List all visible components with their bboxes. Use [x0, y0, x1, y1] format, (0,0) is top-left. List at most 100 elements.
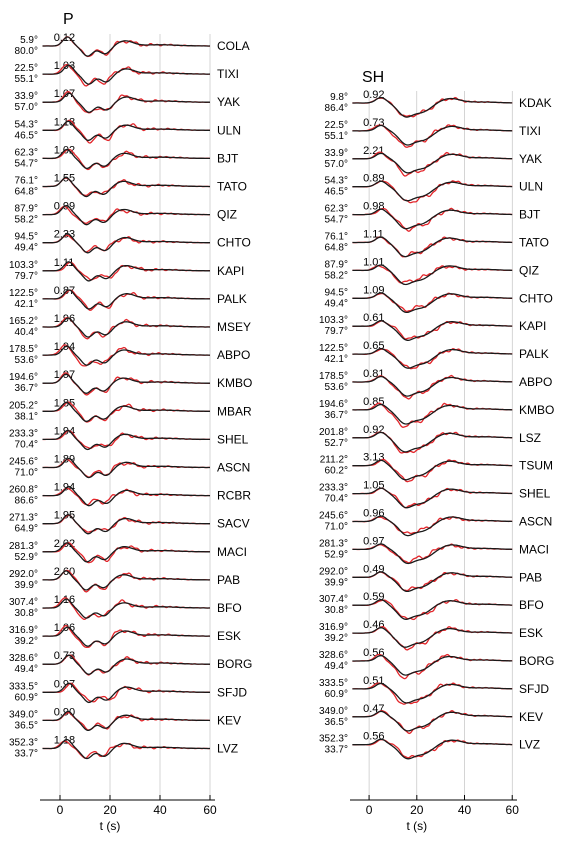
station-label: KEV: [519, 710, 543, 724]
azimuth-label: 122.5°: [319, 343, 348, 354]
station-label: BFO: [217, 601, 242, 615]
azimuth-label: 333.5°: [319, 678, 348, 689]
amplitude-label: 0.92: [363, 89, 384, 101]
station-row: 122.5°42.1° 0.65 PALK: [319, 340, 549, 370]
amplitude-label: 0.87: [54, 285, 75, 297]
station-label: MACI: [519, 542, 549, 556]
synthetic-trace: [42, 345, 210, 366]
synthetic-trace: [42, 373, 210, 394]
amplitude-label: 0.89: [363, 173, 384, 185]
station-label: COLA: [217, 39, 250, 53]
azimuth-label: 178.5°: [319, 371, 348, 382]
station-label: KDAK: [519, 96, 552, 110]
distance-label: 30.8°: [325, 605, 348, 616]
amplitude-label: 0.56: [363, 731, 384, 743]
distance-label: 49.4°: [325, 661, 348, 672]
amplitude-label: 0.65: [363, 340, 384, 352]
amplitude-label: 3.13: [363, 452, 384, 464]
station-label: ULN: [217, 123, 241, 137]
azimuth-label: 349.0°: [319, 706, 348, 717]
station-label: KEV: [217, 713, 241, 727]
synthetic-trace: [352, 487, 513, 509]
distance-label: 36.7°: [325, 410, 348, 421]
station-label: ASCN: [519, 515, 552, 529]
station-row: 201.8°52.7° 0.92 LSZ: [319, 424, 541, 454]
distance-label: 33.7°: [325, 745, 348, 756]
distance-label: 60.9°: [15, 692, 38, 703]
distance-label: 33.7°: [15, 749, 38, 760]
distance-label: 39.9°: [15, 580, 38, 591]
azimuth-label: 54.3°: [15, 119, 38, 130]
distance-label: 79.7°: [325, 326, 348, 337]
amplitude-label: 0.97: [54, 678, 75, 690]
amplitude-label: 0.49: [363, 563, 384, 575]
azimuth-label: 333.5°: [9, 681, 38, 692]
azimuth-label: 307.4°: [9, 597, 38, 608]
azimuth-label: 22.5°: [325, 120, 348, 131]
azimuth-label: 94.5°: [15, 232, 38, 243]
azimuth-label: 87.9°: [325, 259, 348, 270]
station-row: 33.9°57.0° 2.21 YAK: [325, 145, 542, 177]
station-row: 328.6°49.4° 0.73 BORG: [9, 650, 252, 676]
observed-trace: [42, 682, 211, 703]
distance-label: 80.0°: [15, 46, 38, 57]
azimuth-label: 205.2°: [9, 400, 38, 411]
synthetic-trace: [42, 64, 210, 85]
x-tick-label: 60: [506, 803, 520, 817]
amplitude-label: 0.47: [363, 703, 384, 715]
station-label: SACV: [217, 517, 250, 531]
x-tick-label: 20: [410, 803, 424, 817]
amplitude-label: 0.59: [363, 591, 384, 603]
station-label: SFJD: [519, 682, 549, 696]
amplitude-label: 1.89: [54, 454, 75, 466]
station-label: BJT: [217, 151, 239, 165]
amplitude-label: 1.95: [54, 510, 75, 522]
azimuth-label: 292.0°: [319, 566, 348, 577]
azimuth-label: 22.5°: [15, 63, 38, 74]
amplitude-label: 0.46: [363, 619, 384, 631]
azimuth-label: 87.9°: [15, 204, 38, 215]
azimuth-label: 103.3°: [9, 260, 38, 271]
station-label: ESK: [519, 626, 543, 640]
azimuth-label: 328.6°: [319, 650, 348, 661]
observed-trace: [352, 180, 513, 204]
azimuth-label: 316.9°: [9, 625, 38, 636]
azimuth-label: 352.3°: [319, 734, 348, 745]
azimuth-label: 233.3°: [319, 483, 348, 494]
distance-label: 36.7°: [15, 383, 38, 394]
azimuth-label: 316.9°: [319, 622, 348, 633]
azimuth-label: 233.3°: [9, 428, 38, 439]
station-row: 122.5°42.1° 0.87 PALK: [9, 285, 247, 311]
synthetic-trace: [42, 429, 210, 451]
synthetic-trace: [352, 682, 513, 704]
station-label: KMBO: [217, 376, 252, 390]
synthetic-trace: [42, 204, 210, 226]
station-label: LVZ: [217, 742, 238, 756]
station-label: BJT: [519, 208, 541, 222]
panel-title: SH: [362, 69, 384, 86]
synthetic-trace: [352, 292, 513, 314]
station-label: QIZ: [519, 263, 539, 277]
x-tick-label: 60: [203, 803, 217, 817]
azimuth-label: 178.5°: [9, 344, 38, 355]
synthetic-trace: [352, 208, 513, 230]
synthetic-trace: [42, 654, 210, 675]
station-row: 271.3°64.9° 1.95 SACV: [9, 510, 250, 535]
synthetic-trace: [42, 682, 210, 704]
synthetic-trace: [352, 543, 513, 565]
amplitude-label: 1.11: [363, 229, 384, 241]
x-tick-label: 40: [153, 803, 167, 817]
station-row: 307.4°30.8° 0.59 BFO: [319, 591, 544, 621]
